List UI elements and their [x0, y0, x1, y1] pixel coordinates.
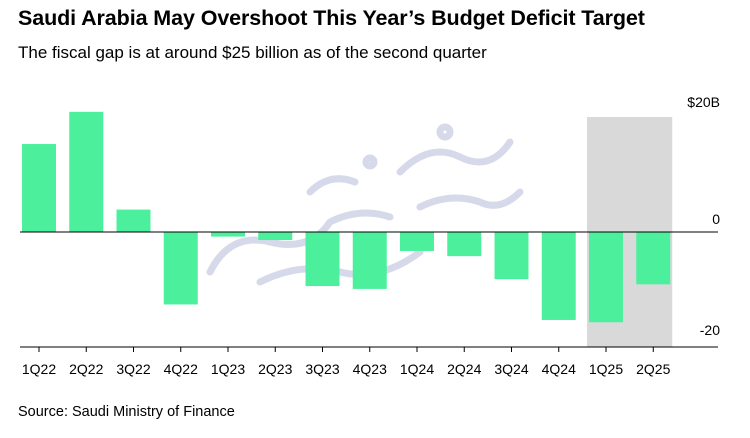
- bar-1Q24: [400, 232, 434, 251]
- x-tick-label: 2Q23: [258, 361, 292, 377]
- bar-4Q23: [352, 232, 387, 289]
- y-tick-label: -20: [700, 322, 720, 338]
- x-tick-label: 4Q23: [353, 361, 387, 377]
- x-tick-label: 1Q25: [589, 361, 623, 377]
- x-tick-label: 2Q22: [69, 361, 103, 377]
- bar-1Q25: [589, 232, 623, 323]
- bar-2Q23: [258, 232, 293, 241]
- x-tick-label: 4Q24: [542, 361, 576, 377]
- bar-4Q24: [541, 232, 576, 320]
- x-tick-label: 1Q22: [22, 361, 56, 377]
- bar-3Q22: [116, 209, 151, 232]
- chart-subtitle: The fiscal gap is at around $25 billion …: [18, 43, 487, 62]
- x-tick-label: 1Q24: [400, 361, 434, 377]
- y-tick-label: $20B: [687, 94, 720, 110]
- source-note: Source: Saudi Ministry of Finance: [18, 404, 235, 420]
- bar-2Q25: [636, 232, 671, 285]
- x-tick-label: 3Q24: [494, 361, 528, 377]
- bar-2Q24: [447, 232, 482, 257]
- x-tick-label: 2Q24: [447, 361, 481, 377]
- bar-2Q22: [69, 111, 104, 232]
- watermark-logo: [206, 123, 524, 286]
- y-tick-label: 0: [712, 211, 720, 227]
- bar-1Q23: [211, 232, 245, 237]
- x-tick-label: 3Q22: [116, 361, 150, 377]
- x-tick-label: 3Q23: [305, 361, 339, 377]
- x-tick-label: 4Q22: [164, 361, 198, 377]
- bar-4Q22: [163, 232, 198, 305]
- bar-3Q24: [494, 232, 529, 280]
- bar-1Q22: [22, 144, 56, 232]
- x-tick-label: 2Q25: [636, 361, 670, 377]
- x-tick-label: 1Q23: [211, 361, 245, 377]
- bar-3Q23: [305, 232, 340, 287]
- chart-title: Saudi Arabia May Overshoot This Year’s B…: [18, 6, 645, 30]
